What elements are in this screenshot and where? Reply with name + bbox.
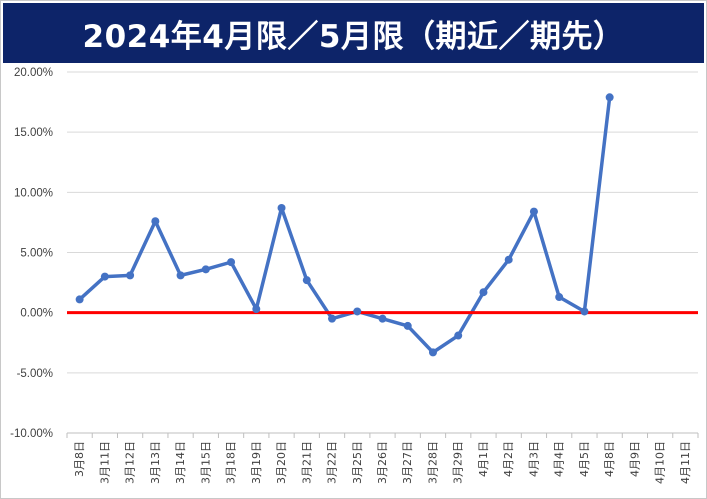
x-tick-label: 4月11日 [679,441,692,484]
x-tick-label: 4月1日 [477,441,490,477]
x-tick-label: 3月11日 [98,441,111,484]
x-tick-label: 3月21日 [300,441,313,484]
data-point [504,255,513,264]
data-point [75,295,84,304]
data-point [227,258,236,267]
data-point [403,321,412,330]
x-tick-label: 3月22日 [326,441,339,484]
x-tick-label: 3月15日 [199,441,212,484]
x-tick-label: 3月19日 [250,441,263,484]
x-tick-label: 3月26日 [376,441,389,484]
data-point [580,307,589,316]
data-point [176,271,185,280]
data-point [529,207,538,216]
data-point [302,276,311,285]
data-point [479,288,488,297]
x-tick-label: 4月4日 [553,441,566,477]
data-point [277,203,286,212]
x-tick-label: 3月27日 [401,441,414,484]
data-point [454,331,463,340]
x-tick-label: 4月3日 [527,441,540,477]
data-point [353,307,362,316]
y-tick-label: -5.00% [17,368,53,380]
x-tick-label: 3月12日 [124,441,137,484]
data-point [378,314,387,323]
x-tick-label: 4月8日 [603,441,616,477]
title-banner: 2024年4月限／5月限（期近／期先） [3,3,704,63]
y-tick-label: 5.00% [20,248,53,260]
x-tick-label: 3月13日 [149,441,162,484]
x-tick-label: 3月25日 [351,441,364,484]
data-point [100,272,109,281]
x-tick-label: 3月28日 [426,441,439,484]
data-point [328,314,337,323]
x-tick-label: 4月5日 [578,441,591,477]
x-tick-label: 4月9日 [628,441,641,477]
y-tick-label: 15.00% [14,127,53,139]
y-tick-label: 10.00% [14,187,53,199]
x-tick-label: 3月8日 [73,441,86,477]
y-tick-label: 20.00% [14,67,53,79]
x-tick-label: 4月2日 [502,441,515,477]
data-point [555,293,564,302]
data-point [252,305,261,314]
y-tick-label: -10.00% [10,428,53,440]
x-tick-label: 3月14日 [174,441,187,484]
chart-title: 2024年4月限／5月限（期近／期先） [82,18,625,55]
data-point [151,217,160,226]
y-tick-label: 0.00% [20,308,53,320]
x-tick-label: 3月29日 [452,441,465,484]
data-point [605,93,614,102]
x-tick-label: 3月18日 [225,441,238,484]
data-point [126,271,135,280]
x-tick-label: 4月10日 [654,441,667,484]
data-point [428,348,437,357]
series-line [78,97,612,355]
data-point [201,265,210,274]
x-tick-label: 3月20日 [275,441,288,484]
